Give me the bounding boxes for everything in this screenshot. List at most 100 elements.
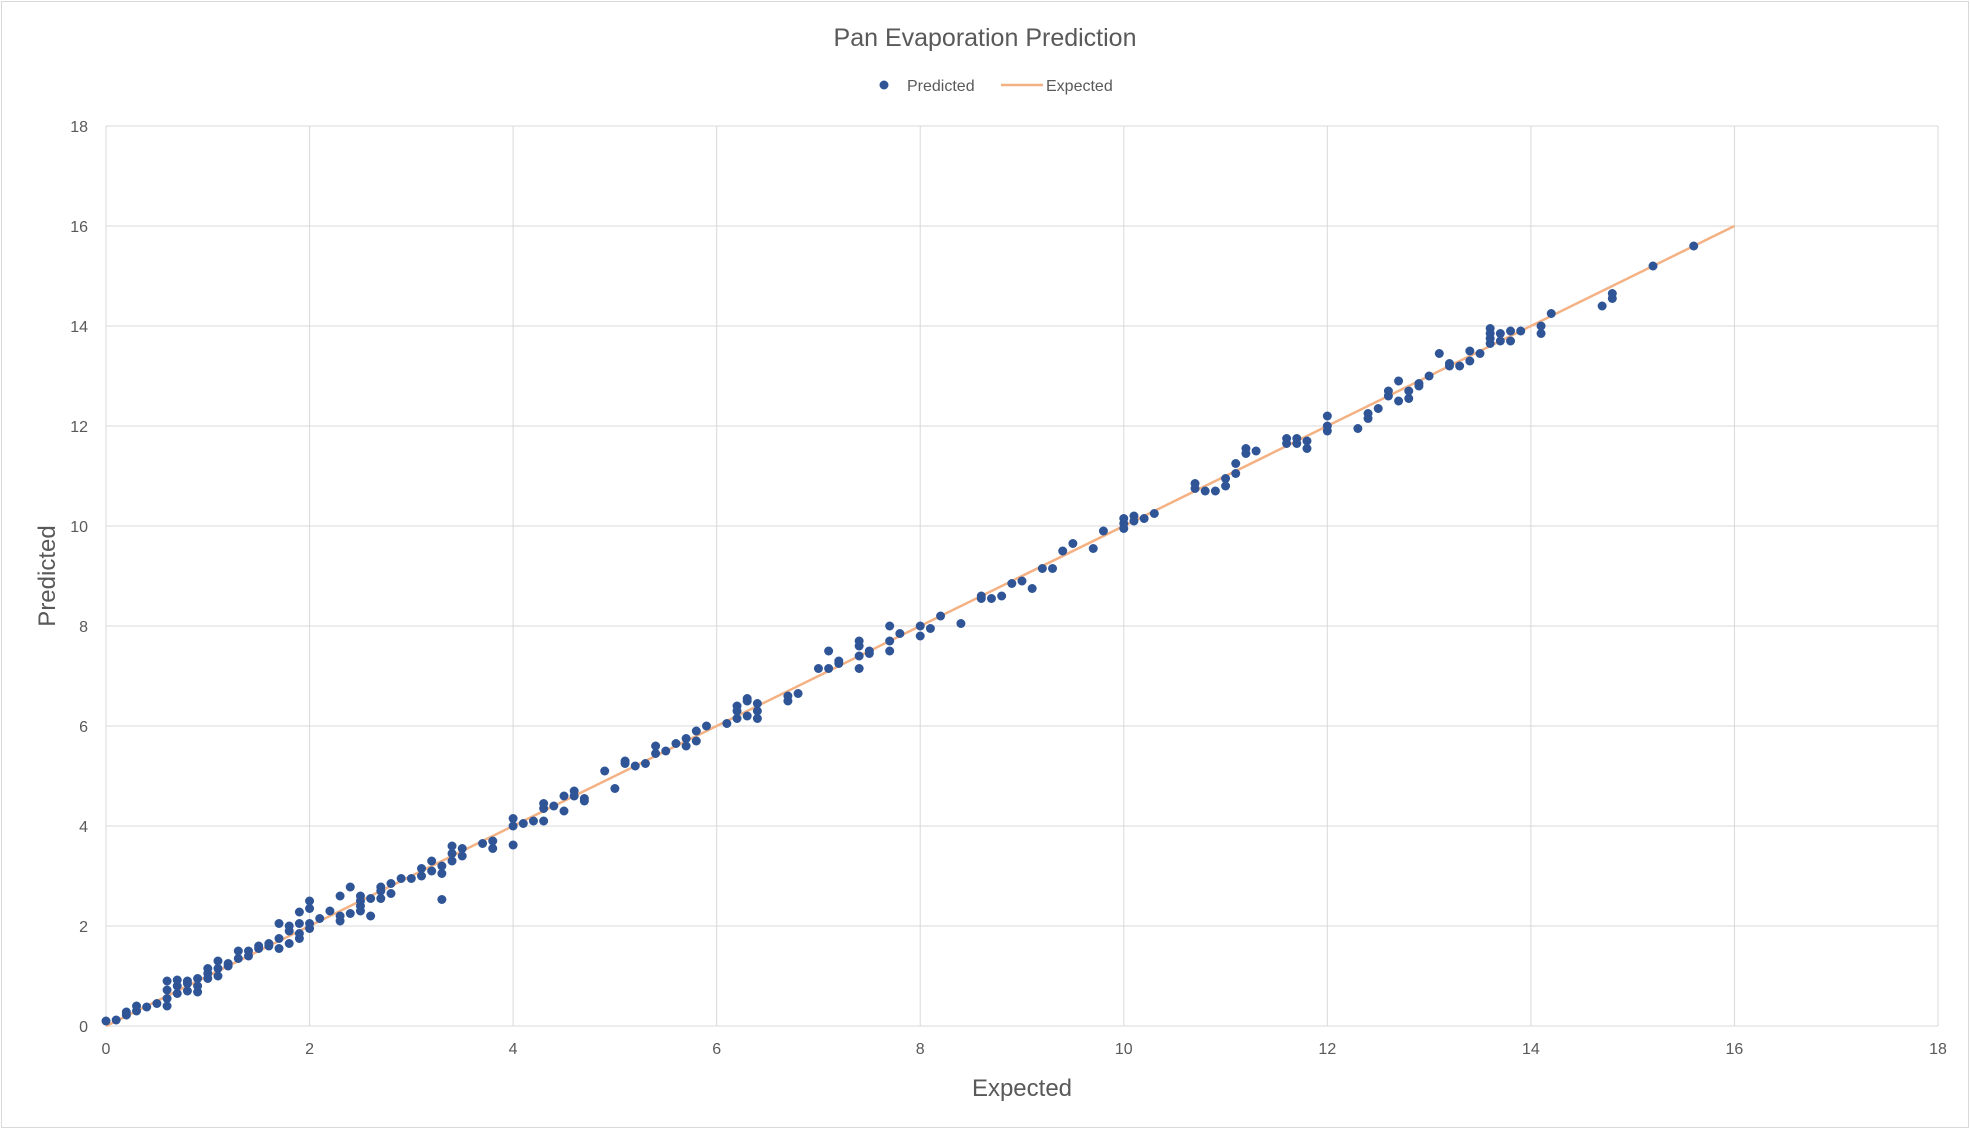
data-point xyxy=(1068,539,1078,548)
data-point xyxy=(539,799,549,808)
data-point xyxy=(1455,361,1465,371)
data-point xyxy=(406,874,416,883)
data-point xyxy=(915,631,925,641)
data-point xyxy=(742,711,752,721)
data-point xyxy=(1444,359,1454,368)
legend: Predicted Expected xyxy=(879,78,1113,95)
data-point xyxy=(1200,486,1210,496)
data-point xyxy=(172,975,182,985)
data-point xyxy=(1292,434,1302,443)
data-point xyxy=(1231,459,1241,468)
data-point xyxy=(559,791,569,801)
data-point xyxy=(335,911,345,921)
data-point xyxy=(752,699,762,708)
data-point xyxy=(508,840,518,850)
x-tick-label: 6 xyxy=(712,1041,721,1058)
data-point xyxy=(1302,444,1312,453)
data-point xyxy=(1322,411,1332,421)
data-point xyxy=(417,871,427,881)
data-point xyxy=(651,741,661,751)
data-point xyxy=(1098,526,1108,536)
data-point xyxy=(193,974,203,983)
data-point xyxy=(417,864,427,873)
legend-label-expected: Expected xyxy=(1046,78,1113,95)
data-point xyxy=(824,664,834,673)
data-point xyxy=(1465,356,1475,366)
data-point xyxy=(294,907,304,917)
data-point xyxy=(661,746,671,756)
data-point xyxy=(1424,371,1434,381)
x-tick-label: 8 xyxy=(916,1041,925,1058)
data-point xyxy=(1282,434,1292,443)
data-point xyxy=(1048,564,1058,573)
data-point xyxy=(284,939,294,948)
data-point xyxy=(132,1001,142,1011)
y-axis-title: Predicted xyxy=(34,525,61,626)
data-point xyxy=(447,856,457,866)
data-point xyxy=(274,934,284,943)
data-point xyxy=(335,891,345,901)
data-point xyxy=(294,929,304,938)
data-point xyxy=(213,964,223,973)
data-point xyxy=(681,734,691,743)
data-point xyxy=(854,664,864,673)
x-tick-label: 10 xyxy=(1115,1041,1133,1058)
data-point xyxy=(1210,486,1220,496)
data-point xyxy=(457,844,467,853)
x-tick-label: 14 xyxy=(1522,1041,1540,1058)
x-tick-label: 16 xyxy=(1726,1041,1744,1058)
data-point xyxy=(925,624,935,633)
data-point xyxy=(1119,514,1129,523)
data-point xyxy=(854,636,864,646)
data-point xyxy=(539,816,549,826)
data-point xyxy=(1597,301,1607,311)
data-point xyxy=(366,894,376,903)
data-point xyxy=(885,621,895,631)
data-point xyxy=(549,801,559,811)
data-point xyxy=(315,914,325,923)
data-point xyxy=(233,954,243,963)
data-point xyxy=(1475,349,1485,358)
data-point xyxy=(1516,326,1526,336)
data-point xyxy=(121,1007,131,1017)
y-tick-label: 6 xyxy=(79,719,88,736)
data-point xyxy=(722,719,732,728)
y-tick-label: 12 xyxy=(70,419,88,436)
data-point xyxy=(640,759,650,768)
data-point xyxy=(1546,309,1556,318)
data-point xyxy=(742,694,752,703)
data-point xyxy=(915,621,925,631)
data-point xyxy=(651,749,661,758)
data-point xyxy=(1149,509,1159,518)
data-point xyxy=(213,956,223,966)
data-point xyxy=(1495,329,1505,338)
data-point xyxy=(1536,321,1546,331)
data-point xyxy=(732,714,742,723)
data-point xyxy=(386,889,396,898)
data-point xyxy=(620,756,630,766)
x-tick-label: 12 xyxy=(1318,1041,1336,1058)
data-point xyxy=(447,849,457,858)
data-point xyxy=(1363,409,1373,418)
data-point xyxy=(610,784,620,793)
y-tick-label: 10 xyxy=(70,519,88,536)
data-point xyxy=(956,619,966,628)
data-point xyxy=(1017,576,1027,586)
data-point xyxy=(427,856,437,866)
data-point xyxy=(1027,584,1037,593)
data-point xyxy=(1373,404,1383,413)
data-point xyxy=(457,851,467,861)
data-point xyxy=(1129,511,1139,521)
data-point xyxy=(1007,579,1017,588)
data-point xyxy=(162,1001,172,1011)
data-point xyxy=(691,726,701,736)
data-point xyxy=(1404,386,1414,396)
data-point xyxy=(162,994,172,1003)
data-point xyxy=(895,629,905,638)
data-point xyxy=(376,894,386,903)
data-point xyxy=(386,879,396,888)
data-point xyxy=(152,999,162,1008)
data-point xyxy=(600,766,610,776)
